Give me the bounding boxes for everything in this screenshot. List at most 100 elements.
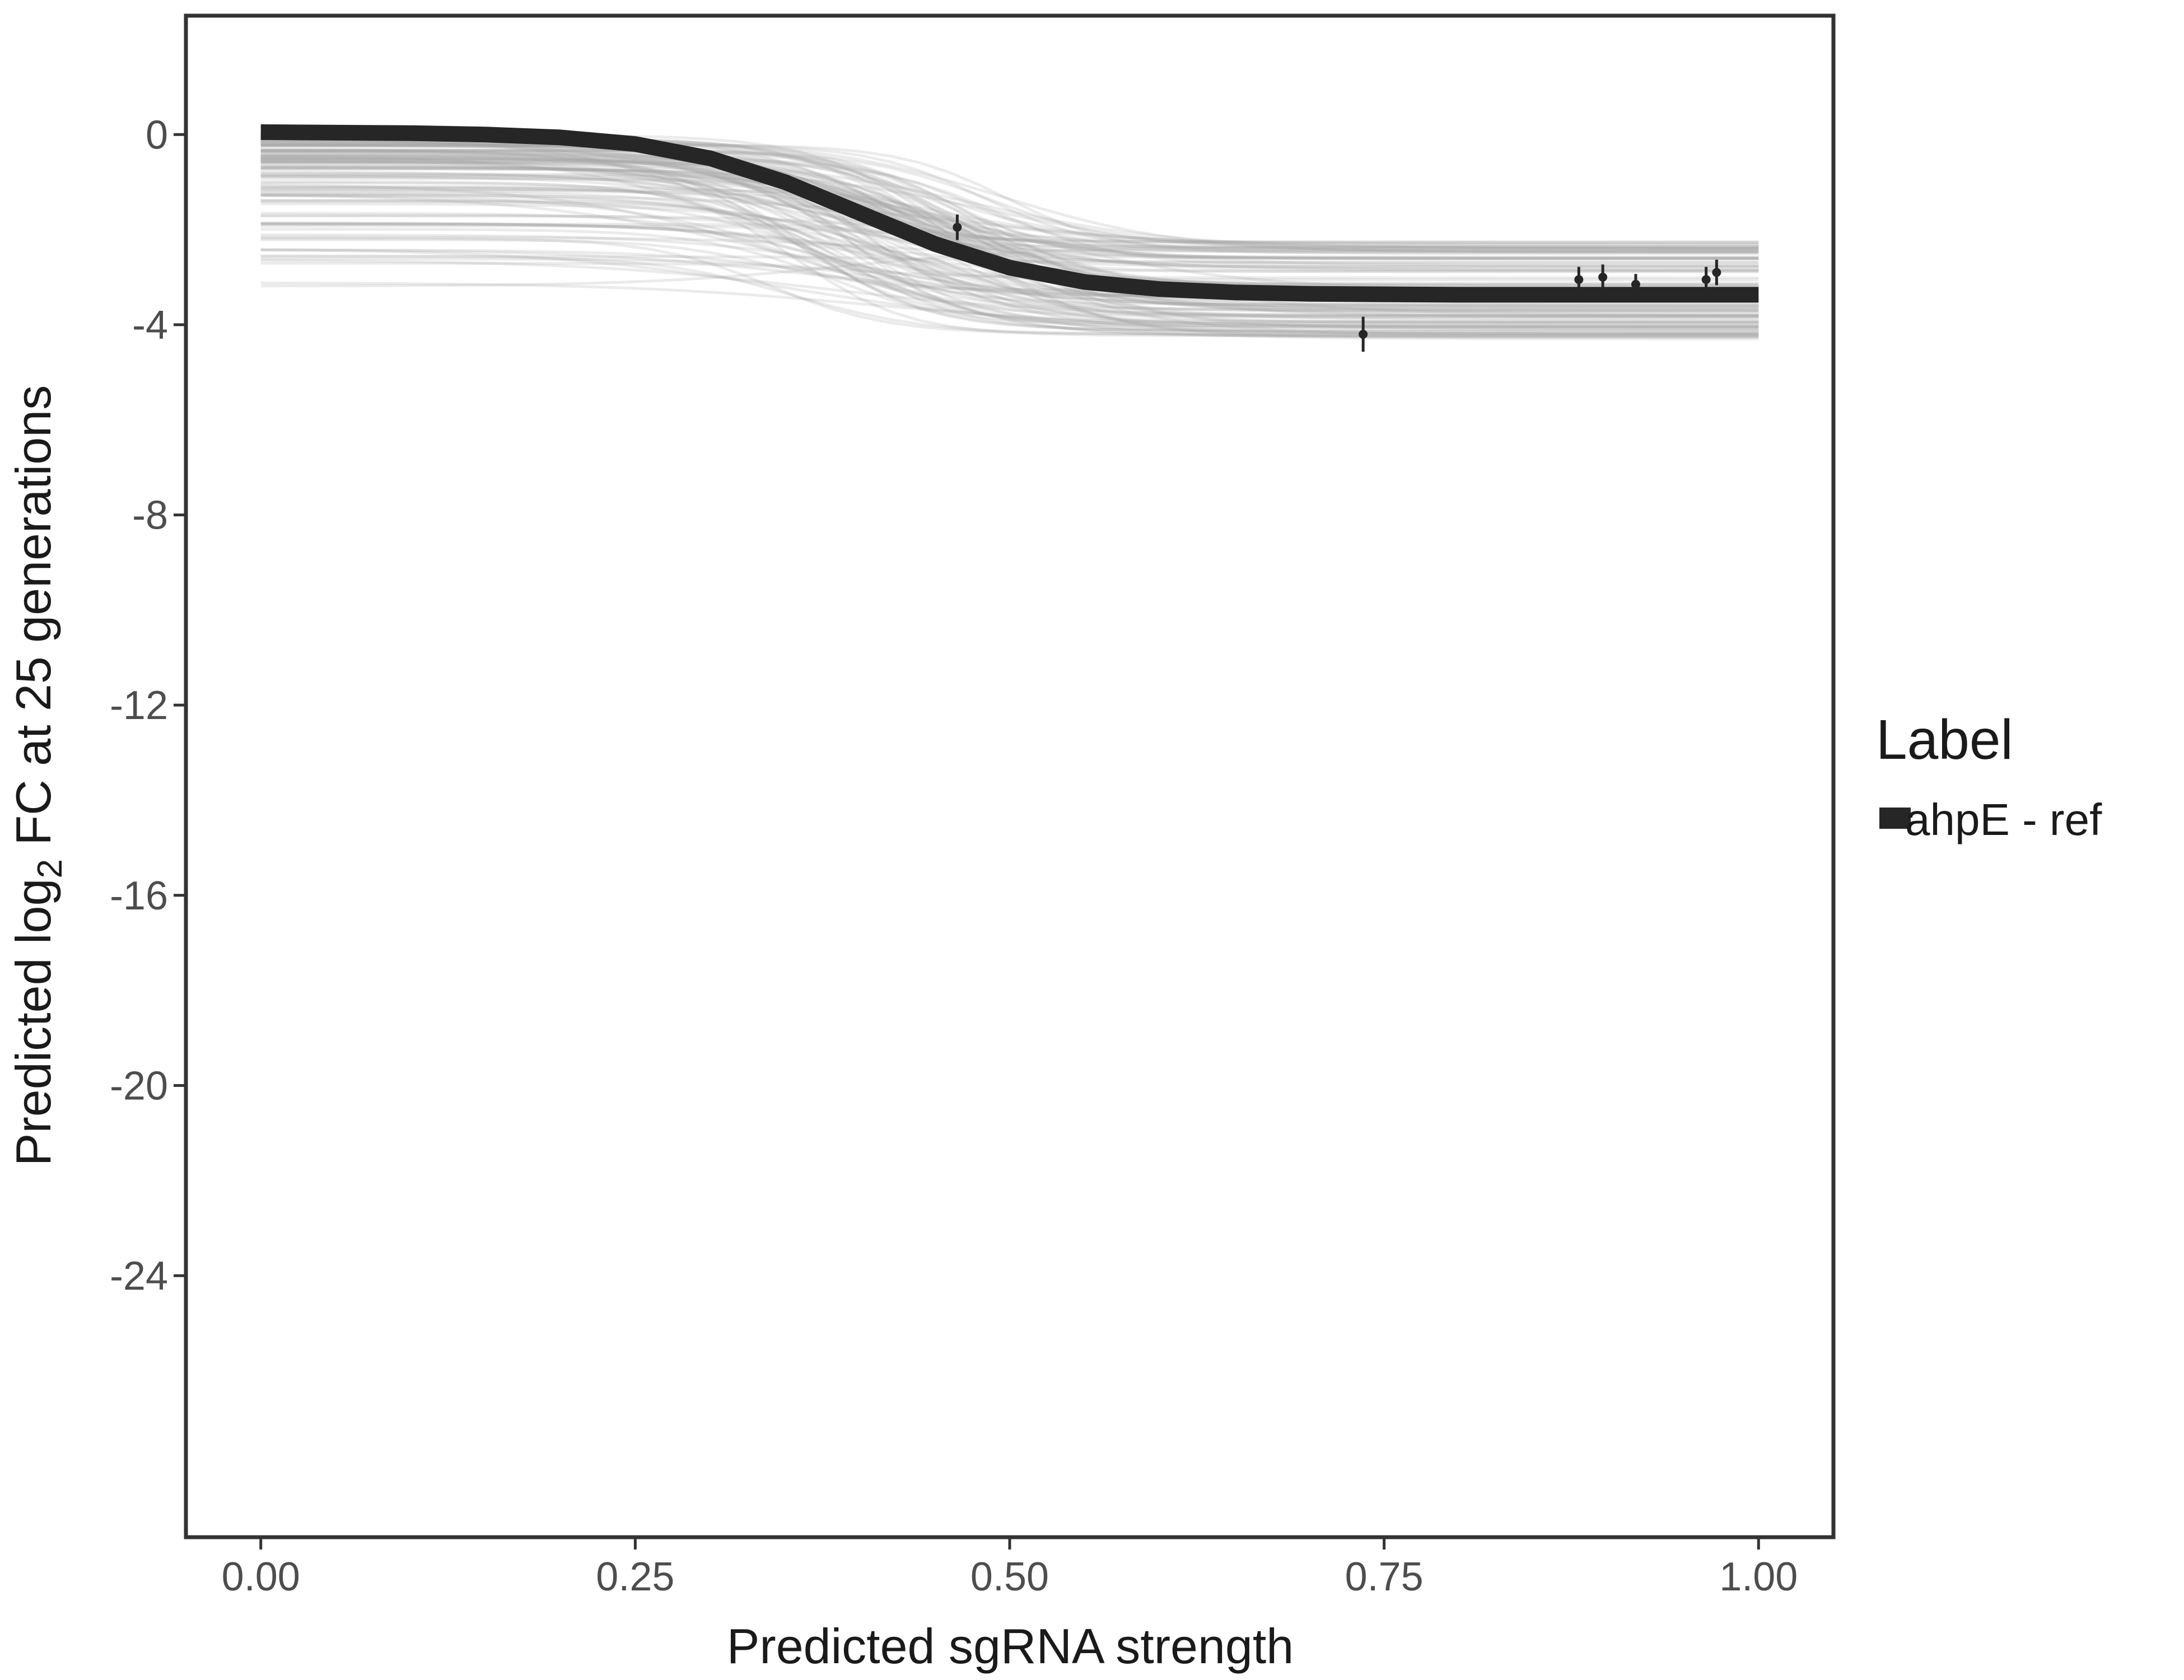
legend-label-ahpE-ref: ahpE - ref (1905, 795, 2102, 844)
band-line (260, 138, 1759, 270)
band-line (260, 153, 1759, 246)
band-line (260, 150, 1759, 316)
band-line (260, 143, 1759, 329)
band-line (260, 185, 1759, 260)
band-line (260, 192, 1759, 332)
band-line (260, 160, 1759, 267)
y-axis-title-suffix: FC at 25 generations (6, 385, 61, 859)
band-line (260, 150, 1759, 330)
band-line (260, 155, 1759, 328)
band-line (260, 157, 1759, 253)
band-line (260, 225, 1759, 244)
band-line (260, 149, 1759, 316)
band-line (260, 172, 1759, 260)
band-line (260, 155, 1759, 338)
band-line (260, 212, 1759, 319)
band-line (260, 141, 1759, 335)
band-line (260, 167, 1759, 254)
band-line (260, 144, 1759, 324)
data-point (1701, 275, 1711, 284)
x-tick-label: 0.25 (596, 1555, 674, 1599)
band-line (260, 143, 1759, 252)
y-axis-title-subscript: 2 (31, 859, 69, 878)
data-point (1598, 272, 1608, 282)
band-line (260, 172, 1759, 306)
band-line (260, 150, 1759, 244)
band-line (260, 214, 1759, 255)
band-line (260, 199, 1759, 333)
band-line (260, 141, 1759, 250)
band-line (260, 144, 1759, 273)
uncertainty-band (260, 133, 1759, 340)
data-point (953, 222, 962, 232)
band-line (260, 157, 1759, 287)
panel-border (184, 13, 1836, 1539)
band-line (260, 139, 1759, 260)
y-tick-label: 0 (146, 113, 168, 157)
y-tick-label: -20 (110, 1063, 168, 1108)
band-line (260, 221, 1759, 317)
band-line (260, 235, 1759, 272)
y-tick-label: -4 (132, 303, 168, 348)
band-line (260, 137, 1759, 335)
data-point (1359, 329, 1368, 339)
band-line (260, 233, 1759, 309)
band-line (260, 151, 1759, 253)
band-line (260, 157, 1759, 250)
y-axis-ticks: 0 -4 -8 -12 -16 -20 -24 (110, 113, 184, 1299)
band-line (260, 254, 1759, 336)
band-line (260, 186, 1759, 282)
band-line (260, 227, 1759, 333)
band-line (260, 236, 1759, 335)
fit-line-layer (260, 124, 1759, 303)
band-line (260, 248, 1759, 340)
x-axis-title: Predicted sgRNA strength (727, 1618, 1294, 1674)
legend: Label ahpE - ref (1876, 708, 2102, 844)
band-line (260, 199, 1759, 306)
band-line (260, 164, 1759, 248)
band-line (260, 155, 1759, 287)
data-point (1712, 268, 1721, 277)
band-line (260, 161, 1759, 251)
band-line (260, 166, 1759, 249)
data-point (1631, 279, 1640, 289)
series-line-ahpE-ref (260, 124, 1759, 303)
band-line (260, 157, 1759, 253)
band-line (260, 160, 1759, 335)
band-line (260, 174, 1759, 269)
band-line (260, 152, 1759, 264)
band-line (260, 194, 1759, 322)
band-line (260, 180, 1759, 329)
band-line (260, 181, 1759, 337)
band-line (260, 143, 1759, 255)
band-line (260, 193, 1759, 309)
band-line (260, 214, 1759, 319)
band-line (260, 190, 1759, 311)
band-line (260, 148, 1759, 249)
band-line (260, 188, 1759, 324)
legend-key-ahpE-ref (1879, 808, 1911, 829)
band-line (260, 193, 1759, 312)
band-line (260, 155, 1759, 313)
x-tick-label: 1.00 (1719, 1555, 1798, 1599)
y-axis-title-prefix: Predicted log (6, 879, 61, 1166)
band-line (260, 153, 1759, 245)
y-tick-label: -8 (132, 493, 168, 538)
y-tick-label: -12 (110, 683, 168, 728)
x-axis-ticks: 0.00 0.25 0.50 0.75 1.00 (222, 1539, 1798, 1599)
band-line (260, 159, 1759, 267)
y-tick-label: -16 (110, 874, 168, 918)
y-tick-label: -24 (110, 1254, 168, 1299)
band-line (260, 158, 1759, 325)
band-line (260, 147, 1759, 307)
band-line (260, 259, 1759, 318)
band-line (260, 281, 1759, 328)
band-line (260, 167, 1759, 339)
band-line (260, 150, 1759, 324)
x-tick-label: 0.75 (1345, 1555, 1424, 1599)
x-tick-label: 0.50 (970, 1555, 1049, 1599)
band-line (260, 142, 1759, 259)
y-axis-title: Predicted log2 FC at 25 generations (6, 385, 69, 1166)
band-line (260, 186, 1759, 311)
